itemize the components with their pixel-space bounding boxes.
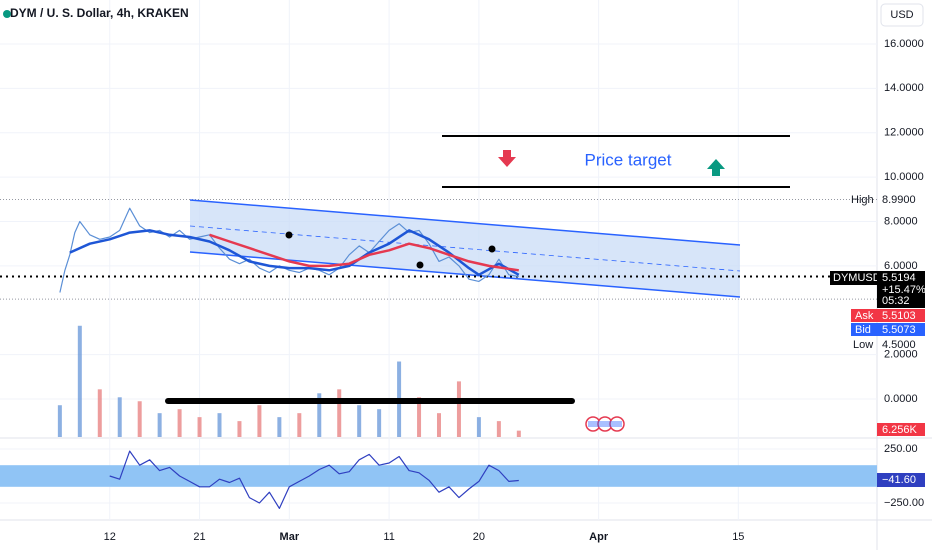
x-tick-label: 11 — [383, 531, 394, 543]
volume-bar — [496, 421, 501, 437]
y-tick-label: 6.0000 — [884, 260, 918, 272]
moving-average — [209, 233, 519, 272]
y-tick-label: 16.0000 — [884, 38, 924, 50]
change: +15.47% — [882, 284, 926, 296]
x-tick-label: 20 — [473, 531, 485, 543]
ask: 5.5103 — [882, 310, 916, 322]
last-box — [877, 271, 925, 308]
bid-box — [851, 323, 925, 336]
volume-bar — [456, 381, 461, 437]
y-tick-label: 14.0000 — [884, 82, 924, 94]
status-dot — [3, 10, 11, 18]
symbol-box — [830, 271, 877, 285]
y-tick-label: 2.0000 — [884, 349, 918, 361]
event-flags — [585, 416, 625, 432]
volume-bar — [357, 405, 362, 437]
bid: 5.5073 — [882, 324, 916, 336]
cross-dot — [285, 231, 293, 239]
cross-dot — [488, 245, 496, 253]
channel-mid — [189, 225, 741, 272]
currency[interactable]: USD — [890, 9, 913, 21]
volume-bar — [77, 325, 82, 437]
high-value: 8.9900 — [882, 194, 916, 206]
volume-bar — [137, 401, 142, 437]
volume-bar — [97, 389, 102, 437]
volume-bar — [217, 413, 222, 437]
currency-button[interactable] — [880, 3, 924, 27]
volume-bar — [476, 417, 481, 437]
cross-dot — [416, 261, 424, 269]
osc-last: −41.60 — [882, 474, 916, 486]
y-tick-label: 0.0000 — [884, 393, 918, 405]
channel-fill — [190, 200, 740, 297]
ask-tag: Ask — [855, 310, 874, 322]
volume-bar — [57, 405, 62, 437]
volume-box — [877, 423, 925, 436]
symbol: DYMUSD — [833, 272, 881, 284]
volume-bar — [436, 413, 441, 437]
volume-bar — [417, 397, 422, 437]
annotation: Price target — [585, 150, 672, 169]
volume-bar — [257, 405, 262, 437]
over-layer — [0, 207, 877, 509]
last-price: 5.5194 — [882, 272, 916, 284]
volume-bar — [237, 421, 242, 437]
osc-box — [877, 473, 925, 487]
high-tag: High — [851, 194, 874, 206]
volume-bar — [317, 393, 322, 437]
y-tick-label: 10.0000 — [884, 171, 924, 183]
x-tick-label: 12 — [104, 531, 116, 543]
ask-box — [851, 309, 925, 322]
y-tick-label: −250.00 — [884, 497, 924, 509]
volume-bar — [117, 397, 122, 437]
x-tick-label: Mar — [280, 531, 300, 543]
volume-bar — [157, 413, 162, 437]
x-tick-label: 21 — [193, 531, 205, 543]
chart-title: DYM / U. S. Dollar, 4h, KRAKEN — [10, 6, 189, 20]
x-tick-label: Apr — [589, 531, 609, 543]
osc-band — [0, 465, 877, 487]
volume-bar — [177, 409, 182, 437]
volume-bar — [277, 417, 282, 437]
countdown: 05:32 — [882, 295, 910, 307]
volume-bar — [516, 430, 521, 437]
down-arrow — [498, 150, 516, 167]
oscillator-line — [109, 450, 519, 509]
x-tick-label: 15 — [732, 531, 744, 543]
volume-bar — [377, 409, 382, 437]
volume-bar — [337, 389, 342, 437]
y-tick-label: 12.0000 — [884, 127, 924, 139]
y-tick-label: 250.00 — [884, 443, 918, 455]
channel-top — [189, 199, 741, 246]
bid-tag: Bid — [855, 324, 871, 336]
low-tag: Low — [853, 339, 873, 351]
up-arrow — [707, 159, 725, 176]
low-value: 4.5000 — [882, 339, 916, 351]
y-tick-label: 8.0000 — [884, 215, 918, 227]
volume-last: 6.256K — [882, 424, 918, 436]
volume-bar — [197, 417, 202, 437]
volume-bar — [297, 413, 302, 437]
